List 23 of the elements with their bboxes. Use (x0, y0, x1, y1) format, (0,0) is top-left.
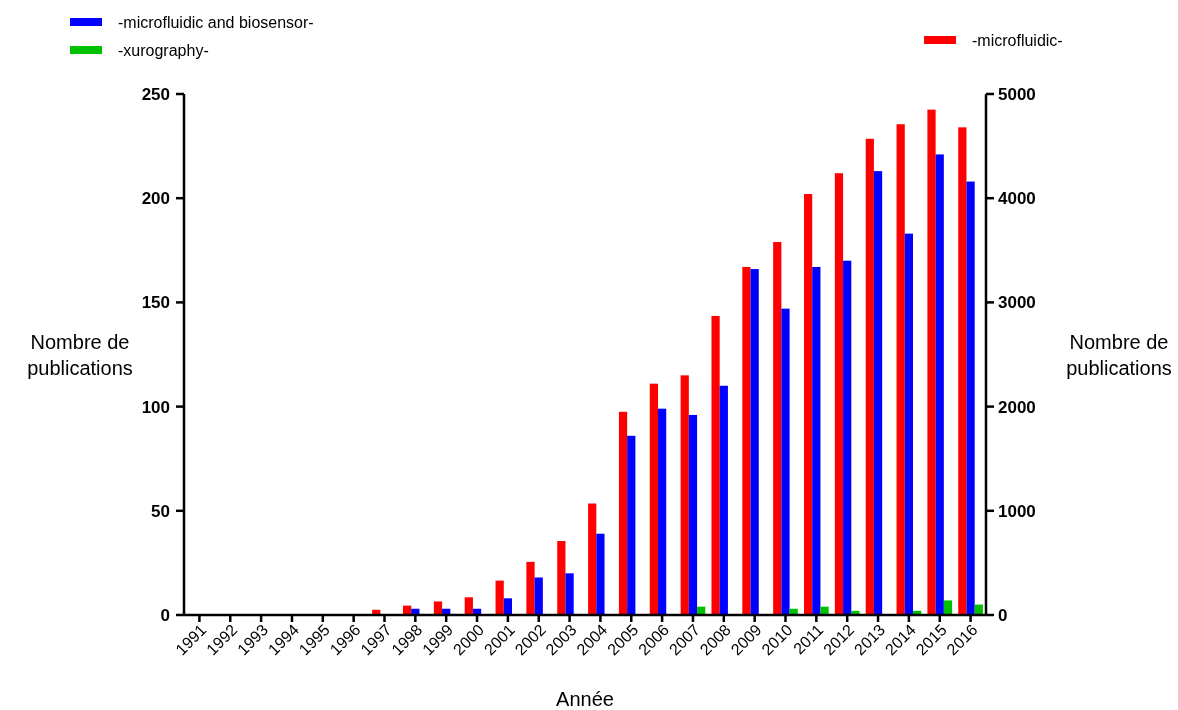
y2-tick-label: 2000 (998, 397, 1036, 417)
y-tick-label: 0 (160, 605, 170, 625)
y-tick-label: 200 (141, 189, 170, 209)
legend-label: -xurography- (118, 41, 209, 59)
bar (464, 597, 473, 615)
y-axis-title: Nombre de publications (27, 330, 133, 379)
bar (495, 580, 504, 615)
legend-label: -microfluidic- (972, 31, 1063, 49)
y2-tick-label: 0 (998, 605, 1008, 625)
legend-label: -microfluidic and biosensor- (118, 13, 314, 31)
y-tick-label: 150 (141, 293, 170, 313)
y2-tick-label: 4000 (998, 189, 1036, 209)
bar (943, 600, 953, 615)
y2-tick-label: 5000 (998, 84, 1036, 104)
y2-tick-label: 1000 (998, 501, 1036, 521)
y2-axis-title: Nombre de publications (1066, 330, 1172, 379)
y2-tick-label: 3000 (998, 293, 1036, 313)
y-tick-label: 100 (141, 397, 170, 417)
bar (820, 606, 829, 615)
x-axis-title: Année (556, 688, 614, 710)
y-tick-label: 50 (151, 501, 170, 521)
bar (433, 601, 443, 615)
y-tick-label: 250 (141, 84, 170, 104)
